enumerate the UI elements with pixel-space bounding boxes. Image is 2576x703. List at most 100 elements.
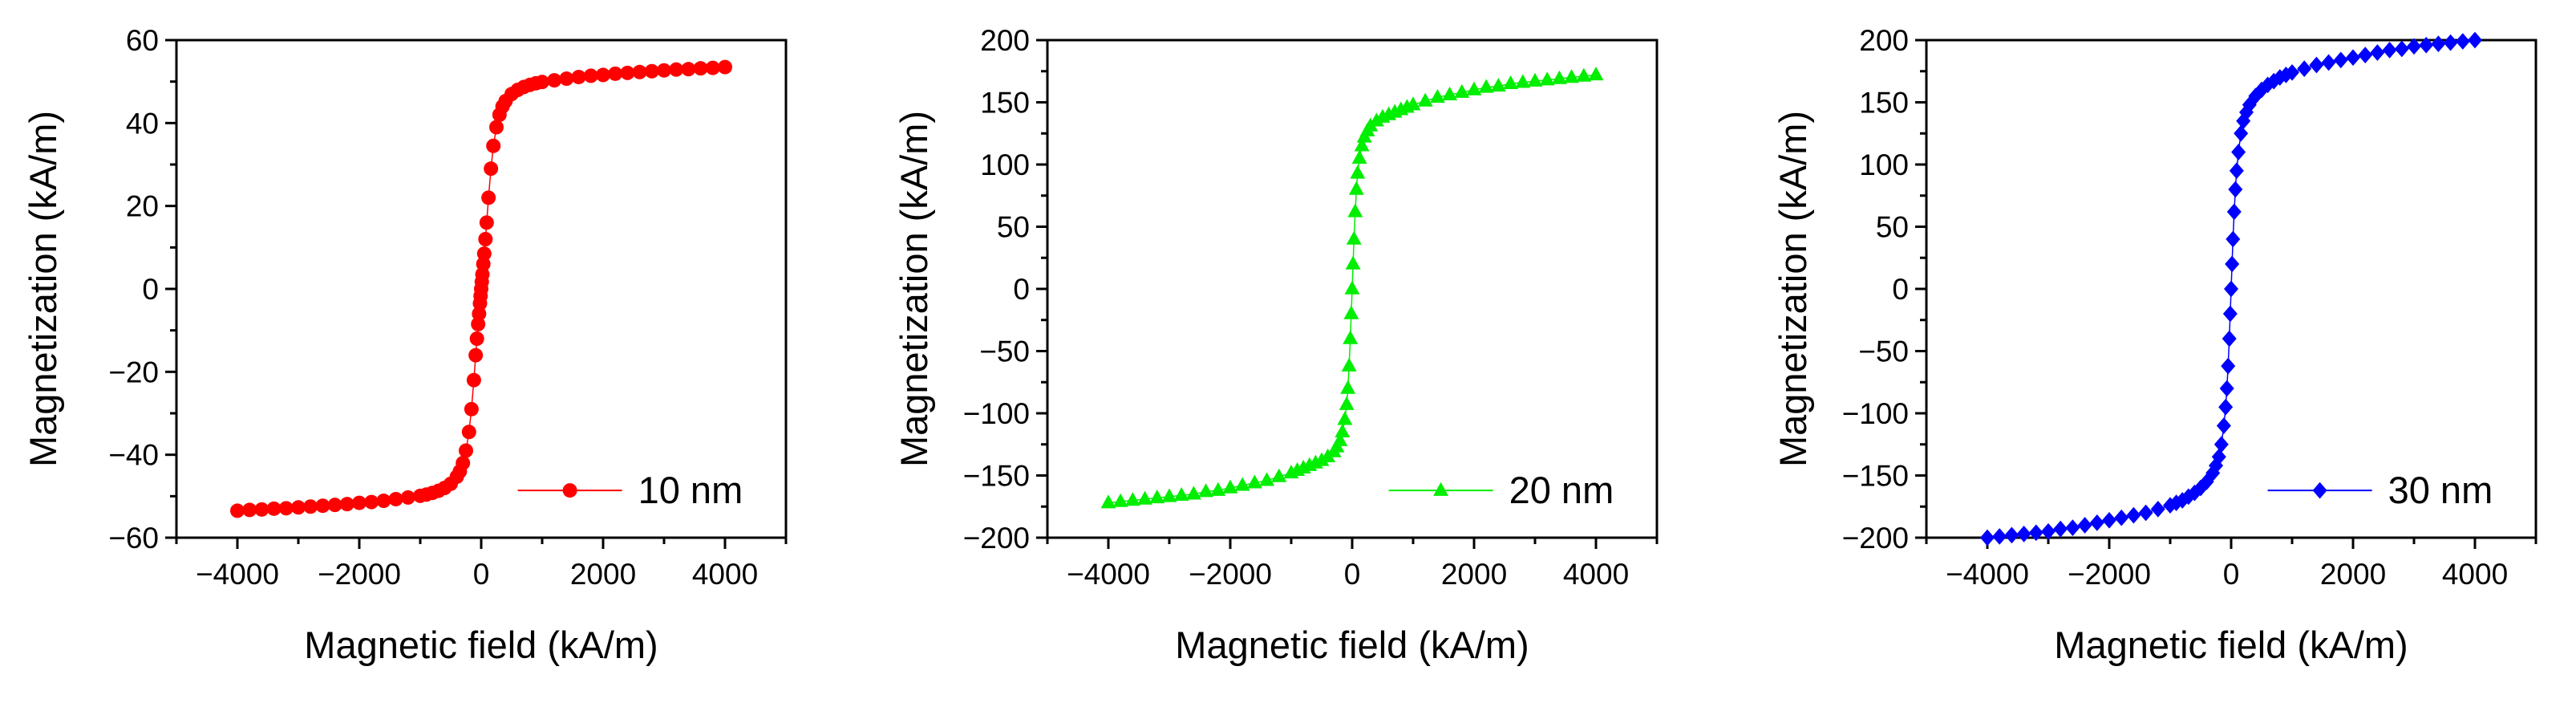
data-point xyxy=(278,501,294,516)
data-point xyxy=(2226,230,2241,248)
data-point xyxy=(1515,74,1531,88)
y-tick-label: −20 xyxy=(108,356,159,388)
data-point xyxy=(583,68,598,83)
legend-marker xyxy=(562,483,577,498)
y-tick-label: −40 xyxy=(108,439,159,472)
data-point xyxy=(1354,137,1370,152)
data-point xyxy=(2218,398,2234,416)
data-point xyxy=(327,498,342,513)
data-point xyxy=(1222,479,1238,494)
data-point xyxy=(2016,526,2031,542)
data-point xyxy=(303,499,318,514)
data-point xyxy=(2089,514,2104,531)
data-point xyxy=(315,498,330,514)
data-point xyxy=(1442,86,1458,100)
data-point xyxy=(242,502,257,518)
y-tick-label: 100 xyxy=(1859,148,1909,181)
y-tick-label: 50 xyxy=(997,211,1030,244)
data-point xyxy=(2205,465,2221,482)
data-point xyxy=(1564,69,1580,83)
data-point xyxy=(1345,255,1361,270)
data-point xyxy=(486,138,501,153)
x-axis-title: Magnetic field (kA/m) xyxy=(2054,624,2408,666)
y-tick-label: −150 xyxy=(963,460,1030,493)
data-point xyxy=(2309,56,2324,74)
data-point xyxy=(484,161,499,177)
y-tick-label: 0 xyxy=(1892,273,1909,306)
data-point xyxy=(400,490,415,505)
y-axis-title: Magnetization (kA/m) xyxy=(1772,111,1814,467)
data-point xyxy=(1539,71,1555,86)
data-point xyxy=(2028,524,2043,542)
data-point xyxy=(1335,423,1351,437)
data-point xyxy=(2468,31,2482,49)
data-point xyxy=(2321,54,2336,71)
data-point xyxy=(1346,230,1362,245)
data-point xyxy=(1149,490,1165,504)
data-point xyxy=(489,120,504,135)
y-tick-label: −50 xyxy=(979,335,1030,368)
data-point xyxy=(1551,70,1567,84)
data-point xyxy=(2102,511,2116,529)
data-point xyxy=(2224,280,2238,298)
data-point xyxy=(2394,40,2409,58)
data-point xyxy=(1527,72,1543,87)
data-point xyxy=(466,372,481,388)
data-point xyxy=(693,61,708,76)
data-point xyxy=(2221,357,2236,375)
data-point xyxy=(2065,519,2080,536)
data-point xyxy=(2226,203,2242,221)
data-point xyxy=(1478,79,1494,93)
data-point xyxy=(468,347,484,363)
data-point xyxy=(2370,44,2385,61)
data-point xyxy=(472,307,487,321)
data-point xyxy=(2254,81,2269,99)
x-tick-label: −2000 xyxy=(1189,558,1272,591)
data-point xyxy=(1351,149,1367,164)
data-point xyxy=(1588,67,1604,81)
data-point xyxy=(254,502,269,517)
data-point xyxy=(266,501,281,516)
data-point xyxy=(2114,509,2129,526)
data-point xyxy=(2333,51,2348,69)
data-point xyxy=(2222,330,2237,347)
data-point xyxy=(1348,181,1364,195)
data-point xyxy=(469,331,484,346)
x-tick-label: 4000 xyxy=(692,558,758,591)
data-point xyxy=(1350,165,1366,179)
data-point xyxy=(2272,69,2287,86)
data-point xyxy=(2297,60,2312,77)
data-point xyxy=(1198,483,1214,498)
data-point xyxy=(339,497,354,512)
data-point xyxy=(2346,49,2360,67)
data-point xyxy=(2225,255,2240,273)
data-point xyxy=(1454,83,1470,98)
y-tick-label: −60 xyxy=(108,522,159,555)
x-tick-label: 2000 xyxy=(2320,558,2386,591)
x-tick-label: 0 xyxy=(473,558,490,591)
x-tick-label: 4000 xyxy=(2442,558,2508,591)
legend-marker xyxy=(1433,482,1449,496)
data-point xyxy=(476,257,491,271)
data-point xyxy=(1343,330,1359,344)
data-point xyxy=(479,215,494,230)
y-tick-label: −150 xyxy=(1842,460,1909,493)
x-tick-label: −4000 xyxy=(1946,558,2029,591)
data-point xyxy=(1173,486,1189,502)
y-tick-label: 20 xyxy=(126,190,159,223)
y-tick-label: 50 xyxy=(1876,211,1909,244)
legend-label: 30 nm xyxy=(2388,469,2493,511)
y-tick-label: 0 xyxy=(142,273,159,306)
data-point xyxy=(1124,492,1140,506)
panel-20nm: −4000 −2000 0 2000 4000 −200 −150 −100 −50 0 50 100… xyxy=(893,24,1659,666)
x-tick-label: 0 xyxy=(2223,558,2240,591)
data-point xyxy=(2443,34,2458,51)
x-tick-label: 2000 xyxy=(1441,558,1507,591)
data-point xyxy=(547,73,562,88)
data-point xyxy=(1341,357,1357,372)
x-tick-label: −2000 xyxy=(318,558,401,591)
data-point xyxy=(1980,529,1995,547)
y-axis-title: Magnetization (kA/m) xyxy=(893,111,935,467)
x-tick-label: −4000 xyxy=(1067,558,1150,591)
data-point xyxy=(2229,162,2244,180)
